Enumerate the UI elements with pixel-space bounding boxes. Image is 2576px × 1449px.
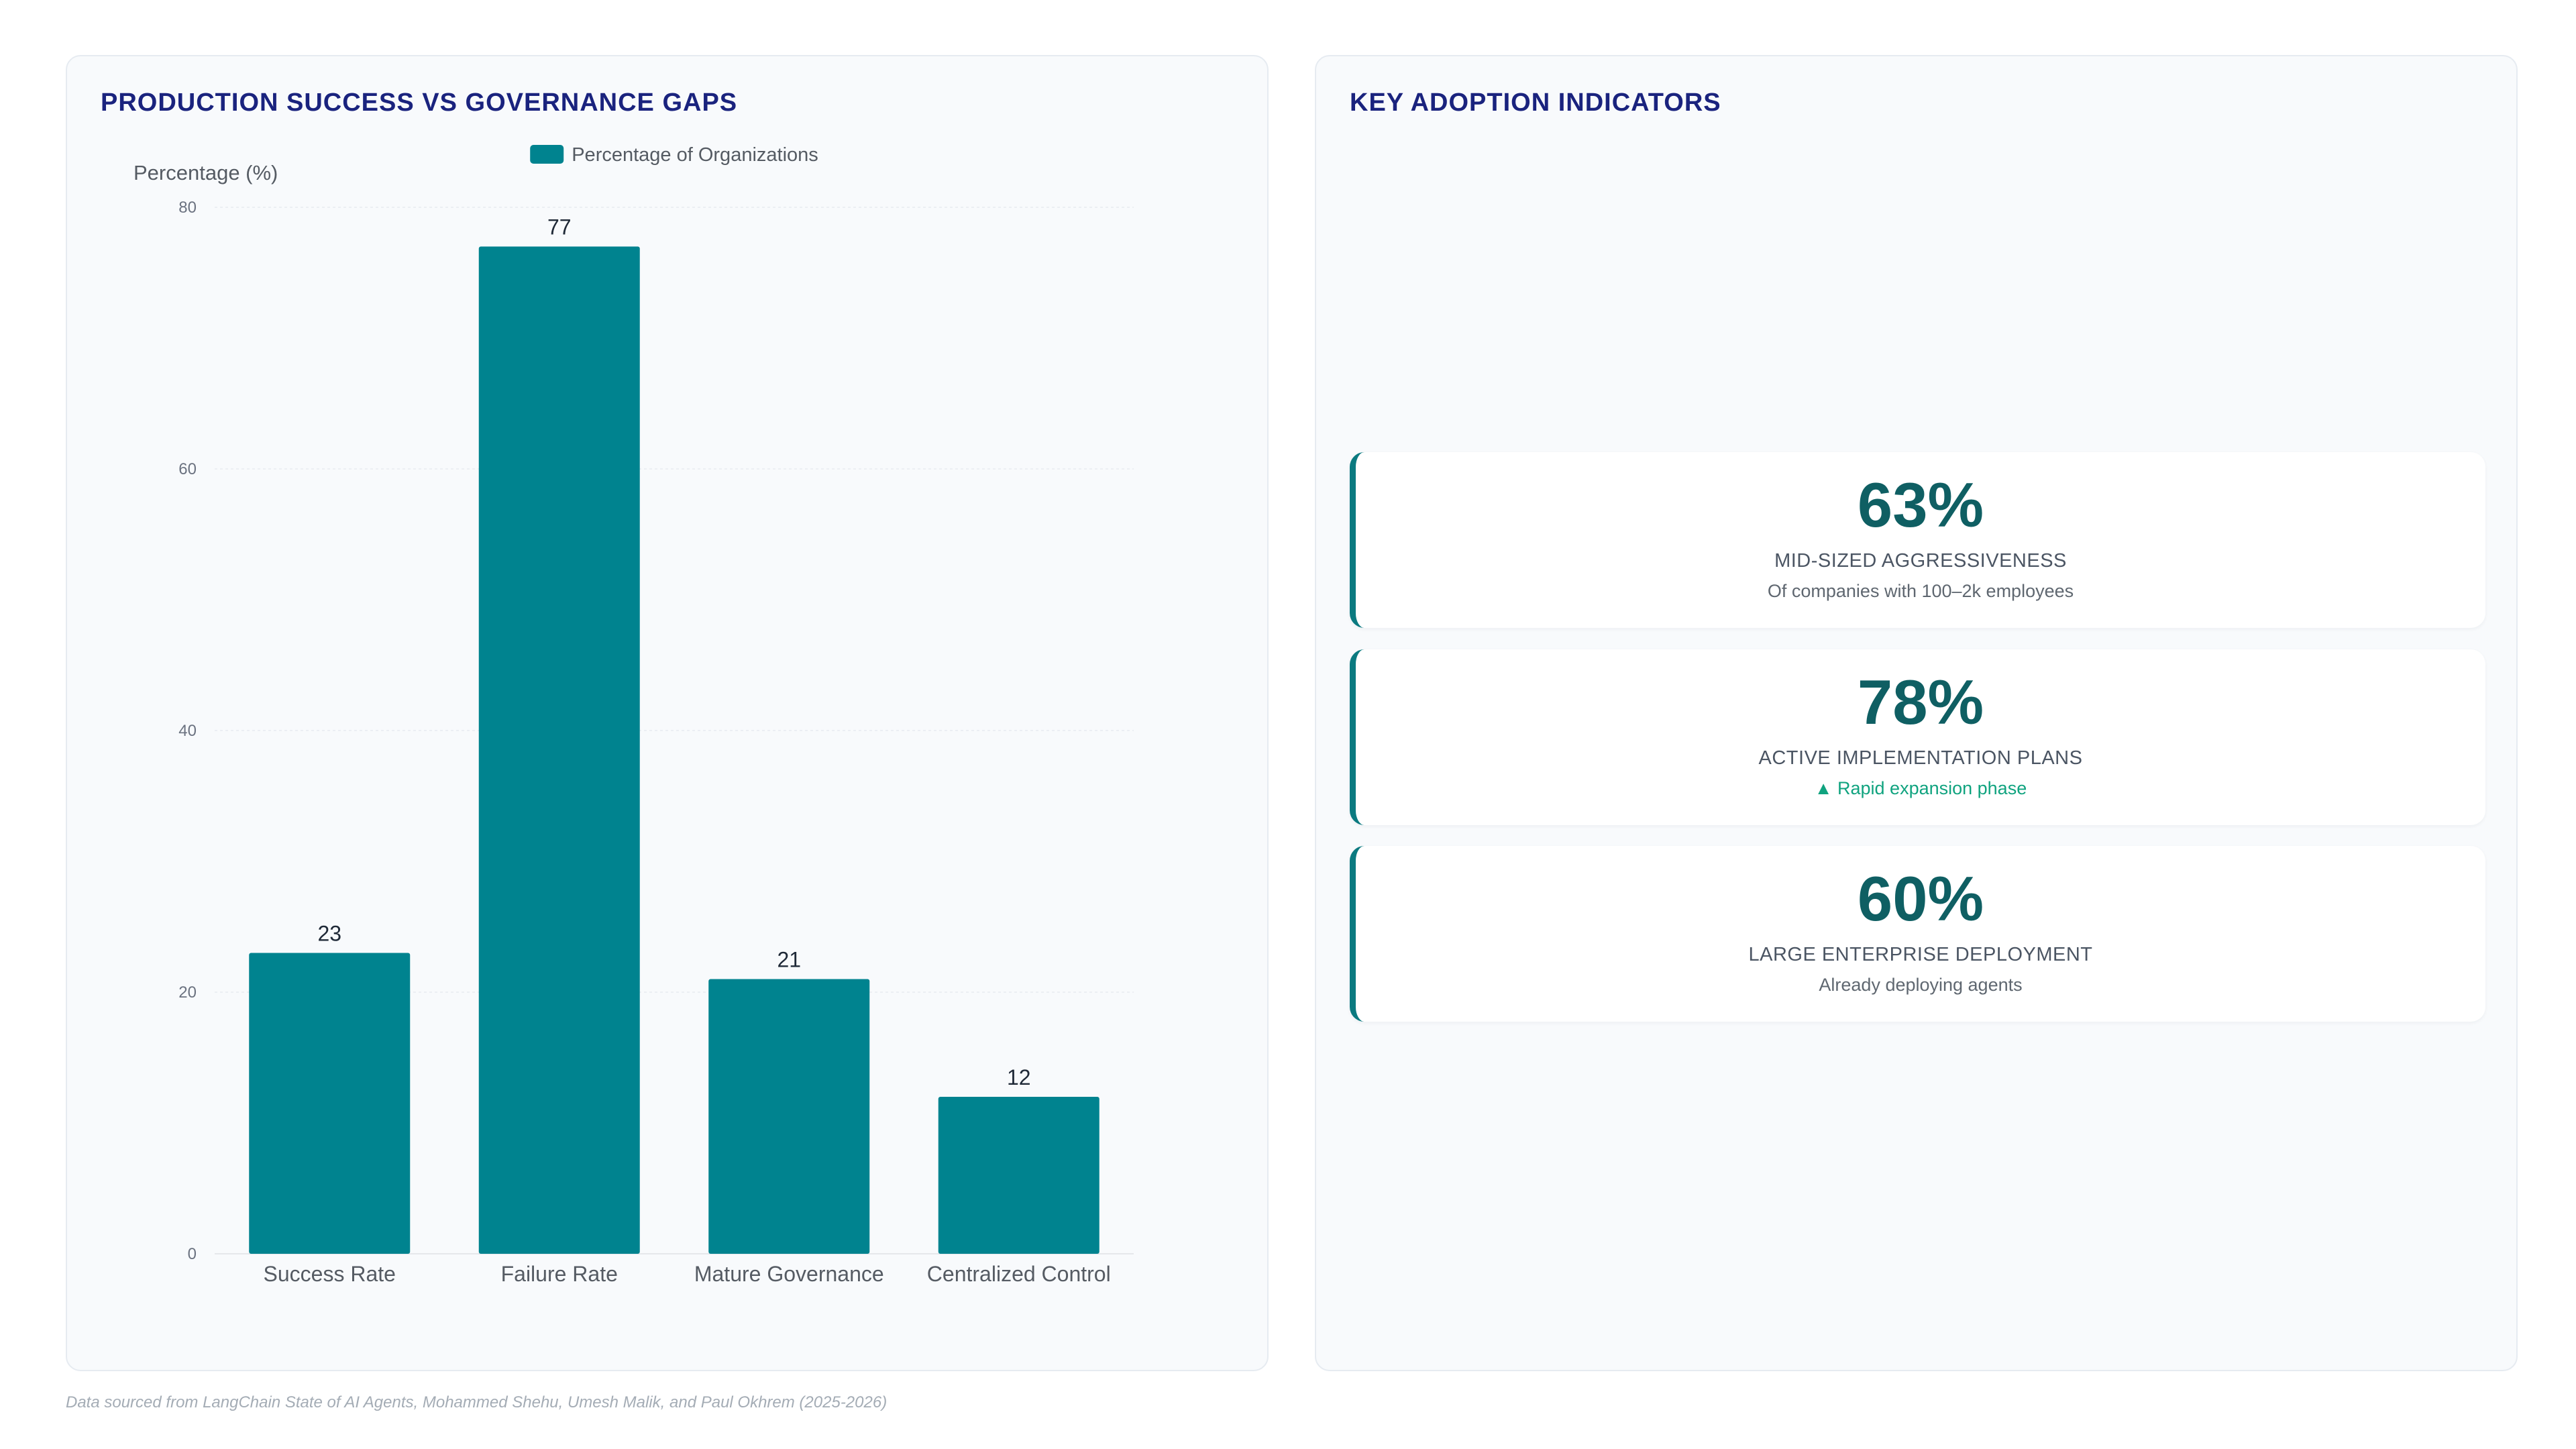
kpi-panel-title: KEY ADOPTION INDICATORS bbox=[1350, 89, 1721, 117]
kpi-card-enterprise: 60% LARGE ENTERPRISE DEPLOYMENT Already … bbox=[1350, 846, 2485, 1022]
kpi-trend-text: ▲ Rapid expansion phase bbox=[1814, 778, 2027, 798]
y-axis-label: Percentage (%) bbox=[133, 161, 278, 184]
kpi-label: ACTIVE IMPLEMENTATION PLANS bbox=[1758, 747, 2083, 769]
x-tick-label: Success Rate bbox=[264, 1262, 396, 1286]
x-tick-label: Centralized Control bbox=[927, 1262, 1111, 1286]
y-tick-label: 40 bbox=[178, 722, 197, 740]
kpi-value: 78% bbox=[1857, 667, 1984, 737]
kpi-panel: KEY ADOPTION INDICATORS 63% MID-SIZED AG… bbox=[1315, 55, 2518, 1371]
bar bbox=[938, 1097, 1099, 1254]
y-tick-label: 0 bbox=[188, 1245, 197, 1263]
bar-value-label: 77 bbox=[547, 215, 572, 239]
kpi-subtext: Already deploying agents bbox=[1819, 975, 2023, 995]
kpi-value: 63% bbox=[1857, 470, 1984, 540]
chart-panel: PRODUCTION SUCCESS VS GOVERNANCE GAPS 0 2… bbox=[66, 55, 1269, 1371]
y-tick-label: 20 bbox=[178, 983, 197, 1002]
bar bbox=[478, 246, 640, 1254]
source-note: Data sourced from LangChain State of AI … bbox=[66, 1393, 888, 1411]
chart-legend: Percentage of Organizations bbox=[530, 144, 818, 166]
bar-value-label: 12 bbox=[1007, 1065, 1031, 1089]
bar bbox=[249, 953, 411, 1254]
kpi-card-implementation: 78% ACTIVE IMPLEMENTATION PLANS ▲ Rapid … bbox=[1350, 649, 2485, 825]
kpi-subtext: Of companies with 100–2k employees bbox=[1767, 581, 2074, 601]
bar-series: 23 77 21 12 bbox=[249, 215, 1099, 1254]
kpi-label: LARGE ENTERPRISE DEPLOYMENT bbox=[1748, 944, 2093, 965]
bar-value-label: 23 bbox=[317, 922, 341, 946]
x-tick-label: Mature Governance bbox=[694, 1262, 884, 1286]
legend-swatch bbox=[530, 145, 564, 164]
x-tick-label: Failure Rate bbox=[501, 1262, 618, 1286]
kpi-card-mid-sized: 63% MID-SIZED AGGRESSIVENESS Of companie… bbox=[1350, 452, 2485, 628]
chart-panel-title: PRODUCTION SUCCESS VS GOVERNANCE GAPS bbox=[101, 89, 738, 117]
kpi-label: MID-SIZED AGGRESSIVENESS bbox=[1774, 550, 2067, 572]
bar-value-label: 21 bbox=[777, 948, 801, 972]
y-tick-label: 80 bbox=[178, 199, 197, 217]
bar bbox=[708, 979, 870, 1254]
legend-label: Percentage of Organizations bbox=[572, 144, 818, 166]
kpi-value: 60% bbox=[1857, 863, 1984, 934]
bar-chart: 0 20 40 60 80 Percentage (%) Success Rate Failu… bbox=[133, 144, 1134, 1286]
y-tick-label: 60 bbox=[178, 460, 197, 478]
chart-axes: 0 20 40 60 80 Percentage (%) Success Rate Failu… bbox=[133, 161, 1111, 1286]
